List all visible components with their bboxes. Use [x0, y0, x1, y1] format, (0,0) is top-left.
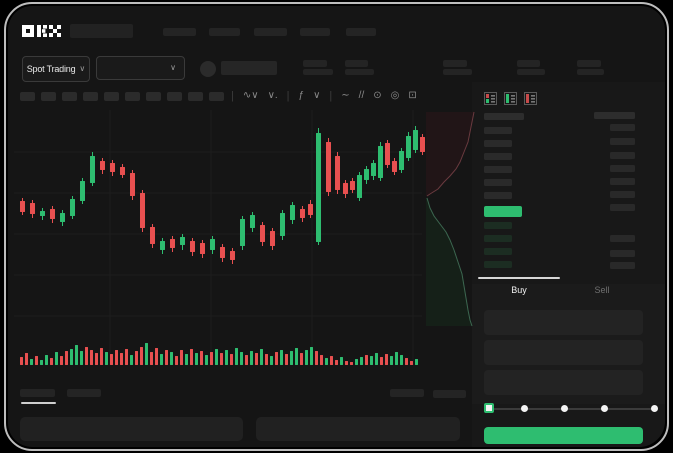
- indicator-zigzag-icon[interactable]: ∿∨: [242, 90, 259, 101]
- market-type-selector[interactable]: Spot Trading ∨: [22, 56, 90, 82]
- timeframe-button-5[interactable]: [104, 92, 119, 101]
- ask-amount-row-7[interactable]: [610, 204, 635, 211]
- toolbar-divider: |: [286, 90, 290, 102]
- indicator-dropdown-icon[interactable]: ∨: [313, 90, 321, 101]
- slider-step-50[interactable]: [561, 405, 568, 412]
- timeframe-button-7[interactable]: [146, 92, 161, 101]
- ask-amount-row-2[interactable]: [610, 138, 635, 145]
- ask-amount-row-6[interactable]: [610, 191, 635, 198]
- coin-avatar: [200, 61, 216, 77]
- interval-dropdown-icon[interactable]: ∨.: [267, 90, 278, 101]
- search-placeholder[interactable]: [70, 24, 133, 38]
- footer-box-right: [256, 417, 460, 441]
- orderbook-layout-bids-icon[interactable]: [504, 92, 517, 105]
- stat-low-value: [517, 69, 545, 75]
- market-type-label: Spot Trading: [26, 64, 76, 74]
- nav-item-5[interactable]: [346, 28, 376, 36]
- price-input[interactable]: [484, 310, 643, 335]
- ask-price-row-6[interactable]: [484, 192, 512, 199]
- stat-change-value: [345, 69, 374, 75]
- orderbook-layout-asks-icon[interactable]: [524, 92, 537, 105]
- timeframe-button-10[interactable]: [209, 92, 224, 101]
- bottom-link-2[interactable]: [433, 390, 466, 398]
- bottom-tab-orders[interactable]: [20, 389, 55, 397]
- nav-item-4[interactable]: [300, 28, 330, 36]
- app-screen: Spot Trading ∨ ∨ | ∿∨ ∨. | ƒ ∨ | ∼ // ⊙ ◎ ⊡: [6, 4, 665, 447]
- bottom-tab-history[interactable]: [67, 389, 101, 397]
- nav-item-2[interactable]: [209, 28, 240, 36]
- ask-amount-row-4[interactable]: [610, 165, 635, 172]
- bid-price-row-4[interactable]: [484, 261, 512, 268]
- bid-price-row-3[interactable]: [484, 248, 512, 255]
- bottom-tab-indicator: [21, 402, 56, 404]
- stat-volume-label: [577, 60, 601, 67]
- slider-step-25[interactable]: [521, 405, 528, 412]
- timeframe-button-9[interactable]: [188, 92, 203, 101]
- function-indicator-icon[interactable]: ƒ: [298, 90, 305, 101]
- instrument-header: Spot Trading ∨ ∨: [6, 4, 665, 82]
- bid-amount-row-3[interactable]: [610, 262, 635, 269]
- ask-amount-row-5[interactable]: [610, 178, 635, 185]
- navbar: [6, 4, 665, 50]
- stat-low-label: [517, 60, 540, 67]
- toolbar-divider: |: [329, 90, 333, 102]
- amount-slider-track[interactable]: [489, 408, 655, 410]
- last-price-highlight[interactable]: [484, 206, 522, 217]
- stat-last-price-value: [303, 69, 333, 75]
- timeframe-button-4[interactable]: [83, 92, 98, 101]
- amount-input[interactable]: [484, 340, 643, 365]
- bid-amount-row-2[interactable]: [610, 250, 635, 257]
- active-tab-indicator: [478, 277, 560, 279]
- camera-snapshot-icon[interactable]: ⊙: [373, 90, 382, 101]
- stat-volume-value: [577, 69, 604, 75]
- pair-selector[interactable]: ∨: [96, 56, 185, 80]
- toolbar-divider: |: [231, 90, 234, 102]
- chevron-down-icon: ∨: [79, 64, 86, 73]
- footer-box-left: [20, 417, 243, 441]
- orderbook-amount-header: [594, 112, 635, 119]
- tab-sell[interactable]: Sell: [594, 285, 610, 295]
- timeframe-button-1[interactable]: [20, 92, 35, 101]
- ask-price-row-1[interactable]: [484, 127, 512, 134]
- stat-high-label: [443, 60, 467, 67]
- stat-change-label: [345, 60, 368, 67]
- bid-price-row-2[interactable]: [484, 235, 512, 242]
- timeframe-button-6[interactable]: [125, 92, 140, 101]
- stat-last-price-label: [303, 60, 327, 67]
- ask-price-row-2[interactable]: [484, 140, 512, 147]
- buy-submit-button[interactable]: [484, 427, 643, 444]
- orderbook-price-header: [484, 113, 524, 120]
- chart-tool-icons: | ∿∨ ∨. | ƒ ∨ | ∼ // ⊙ ◎ ⊡: [231, 89, 417, 103]
- ask-price-row-3[interactable]: [484, 153, 512, 160]
- timeframe-button-2[interactable]: [41, 92, 56, 101]
- timeframe-button-8[interactable]: [167, 92, 182, 101]
- bottom-link-1[interactable]: [390, 389, 424, 397]
- candlestick-chart[interactable]: [6, 4, 665, 447]
- target-settings-icon[interactable]: ◎: [390, 90, 400, 101]
- total-input[interactable]: [484, 370, 643, 395]
- nav-item-3[interactable]: [254, 28, 287, 36]
- trendline-tool-icon[interactable]: //: [358, 90, 365, 101]
- line-style-icon[interactable]: ∼: [341, 90, 350, 101]
- tab-buy[interactable]: Buy: [511, 285, 527, 295]
- orderbook-layout-both-icon[interactable]: [484, 92, 497, 105]
- chart-toolbar: | ∿∨ ∨. | ƒ ∨ | ∼ // ⊙ ◎ ⊡: [6, 4, 665, 102]
- slider-step-75[interactable]: [601, 405, 608, 412]
- ask-price-row-4[interactable]: [484, 166, 512, 173]
- slider-step-100[interactable]: [651, 405, 658, 412]
- ask-price-row-5[interactable]: [484, 179, 512, 186]
- bid-price-row-1[interactable]: [484, 222, 512, 229]
- ask-amount-row-3[interactable]: [610, 152, 635, 159]
- stat-high-value: [443, 69, 472, 75]
- timeframe-button-3[interactable]: [62, 92, 77, 101]
- nav-item-1[interactable]: [163, 28, 196, 36]
- pair-name-placeholder: [221, 61, 277, 75]
- okx-logo-icon[interactable]: [22, 24, 62, 38]
- fullscreen-icon[interactable]: ⊡: [408, 90, 417, 101]
- slider-handle[interactable]: [484, 403, 494, 413]
- ask-amount-row-1[interactable]: [610, 124, 635, 131]
- chevron-down-icon: ∨: [170, 63, 176, 72]
- bid-amount-row-1[interactable]: [610, 235, 635, 242]
